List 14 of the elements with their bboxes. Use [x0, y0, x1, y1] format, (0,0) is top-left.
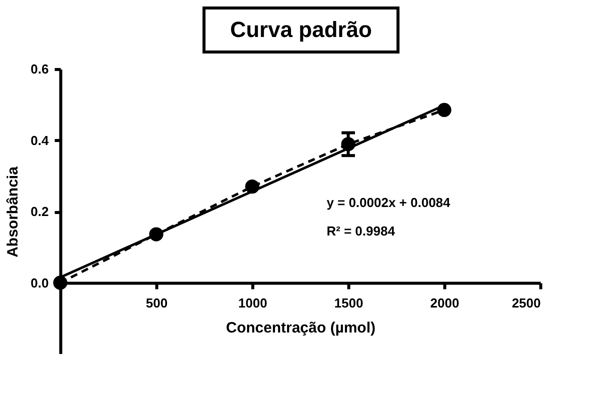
- y-tick-label: 0.2: [30, 204, 49, 219]
- x-tick-label: 2500: [512, 295, 541, 310]
- x-tick-label: 1500: [334, 295, 364, 310]
- chart-title: Curva padrão: [230, 17, 372, 42]
- x-tick-label: 1000: [238, 295, 268, 310]
- x-axis-title: Concentração (µmol): [226, 319, 376, 336]
- x-tick-label: 500: [146, 295, 168, 310]
- annotation: R² = 0.9984: [326, 223, 396, 238]
- y-tick-label: 0.0: [30, 275, 49, 290]
- y-tick-label: 0.4: [30, 132, 50, 148]
- x-tick-label: 2000: [430, 295, 460, 310]
- y-tick-label: 0.6: [30, 62, 49, 76]
- annotation: y = 0.0002x + 0.0084: [326, 194, 452, 210]
- y-axis-title: Absorbância: [4, 166, 22, 258]
